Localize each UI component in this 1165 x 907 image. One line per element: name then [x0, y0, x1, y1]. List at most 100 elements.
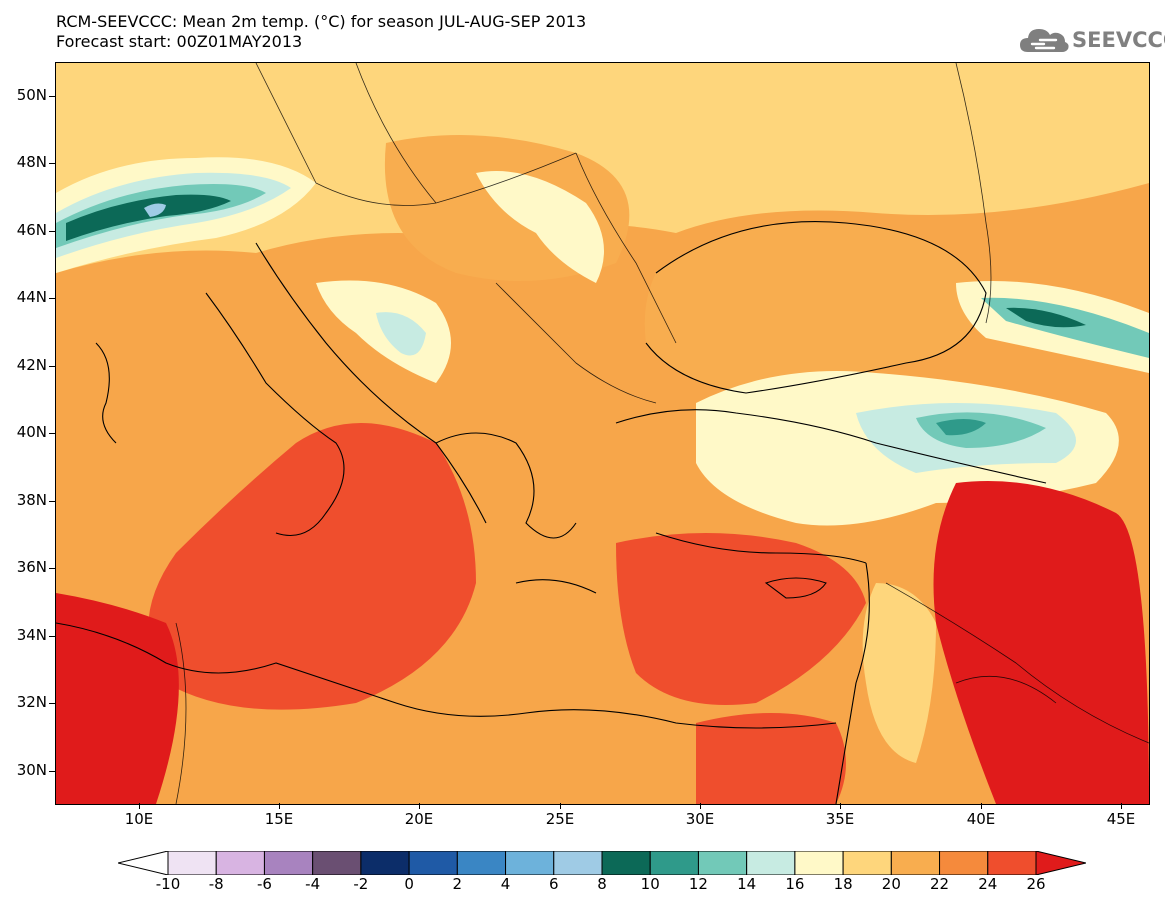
colorbar-tick-label: 26: [1026, 875, 1046, 893]
colorbar-tick-label: -2: [353, 875, 369, 893]
lat-label-36n: 36N: [16, 558, 47, 576]
lat-label-34n: 34N: [16, 626, 47, 644]
levant-zone: [862, 583, 936, 763]
colorbar-swatch: [649, 851, 699, 875]
lon-label-25e: 25E: [545, 810, 575, 828]
logo-text: SEEVCCC: [1072, 28, 1165, 52]
egypt-warm: [696, 713, 846, 804]
cloud-icon: [1020, 29, 1069, 52]
lon-label-30e: 30E: [685, 810, 715, 828]
balkan-cool-core: [376, 312, 426, 356]
colorbar-swatch: [939, 851, 989, 875]
colorbar-tick-label: 18: [833, 875, 853, 893]
lon-label-15e: 15E: [264, 810, 294, 828]
colorbar-swatch: [167, 851, 217, 875]
caucasus-core: [1006, 307, 1086, 328]
lat-label-46n: 46N: [16, 221, 47, 239]
colorbar-swatch: [697, 851, 748, 875]
central-med-warm: [148, 423, 476, 710]
colorbar-tick-label: 24: [978, 875, 998, 893]
lat-label-40n: 40N: [16, 423, 47, 441]
lat-label-44n: 44N: [16, 288, 47, 306]
colorbar: [118, 851, 1086, 875]
lon-label-20e: 20E: [404, 810, 434, 828]
colorbar-tick-label: -10: [155, 875, 181, 893]
lon-tick: [560, 803, 561, 809]
lon-tick: [981, 803, 982, 809]
lon-label-10e: 10E: [124, 810, 154, 828]
colorbar-swatch: [312, 851, 362, 875]
lat-tick: [49, 771, 55, 772]
colorbar-max-arrow: [1035, 851, 1086, 875]
lat-tick: [49, 433, 55, 434]
temperature-map: [55, 62, 1150, 805]
lat-tick: [49, 636, 55, 637]
lat-tick: [49, 163, 55, 164]
lat-label-48n: 48N: [16, 153, 47, 171]
lon-tick: [139, 803, 140, 809]
map-canvas: [56, 63, 1149, 804]
lat-tick: [49, 501, 55, 502]
colorbar-swatch: [794, 851, 844, 875]
map-title-block: RCM-SEEVCCC: Mean 2m temp. (°C) for seas…: [56, 12, 586, 52]
mesopotamia-hot: [933, 481, 1149, 804]
colorbar-tick-label: 12: [688, 875, 708, 893]
lon-tick: [279, 803, 280, 809]
colorbar-tick-label: 10: [640, 875, 660, 893]
map-title: RCM-SEEVCCC: Mean 2m temp. (°C) for seas…: [56, 12, 587, 31]
lat-tick: [49, 96, 55, 97]
lat-label-30n: 30N: [16, 761, 47, 779]
colorbar-tick-label: 0: [404, 875, 414, 893]
colorbar-swatch: [408, 851, 458, 875]
colorbar-tick-label: -4: [305, 875, 321, 893]
alps-core: [144, 203, 166, 217]
lon-tick: [1121, 803, 1122, 809]
lat-tick: [49, 298, 55, 299]
colorbar-min-arrow: [118, 851, 169, 875]
colorbar-swatch: [746, 851, 796, 875]
forecast-start: Forecast start: 00Z01MAY2013: [56, 32, 303, 51]
colorbar-tick-label: 20: [881, 875, 901, 893]
colorbar-swatch: [456, 851, 507, 875]
lat-label-50n: 50N: [16, 86, 47, 104]
north-africa-hot: [56, 593, 179, 804]
colorbar-swatch: [215, 851, 265, 875]
lat-label-42n: 42N: [16, 356, 47, 374]
colorbar-tick-label: -8: [208, 875, 224, 893]
carpathian-cool-zone: [476, 171, 604, 283]
lon-tick: [419, 803, 420, 809]
lon-tick: [840, 803, 841, 809]
lat-label-32n: 32N: [16, 693, 47, 711]
lat-label-38n: 38N: [16, 491, 47, 509]
lon-label-40e: 40E: [966, 810, 996, 828]
colorbar-tick-label: 22: [930, 875, 950, 893]
colorbar-swatch: [553, 851, 603, 875]
seevccc-logo: SEEVCCC: [1018, 22, 1165, 56]
anatolia-teal-core: [936, 419, 986, 436]
black-sea: [644, 221, 986, 393]
colorbar-tick-label: 2: [452, 875, 463, 893]
lon-tick: [700, 803, 701, 809]
colorbar-swatch: [360, 851, 410, 875]
colorbar-tick-label: 14: [737, 875, 757, 893]
colorbar-swatch: [601, 851, 651, 875]
borders: [175, 63, 1149, 804]
lon-label-45e: 45E: [1106, 810, 1136, 828]
lat-tick: [49, 231, 55, 232]
colorbar-swatch: [263, 851, 314, 875]
lat-tick: [49, 703, 55, 704]
colorbar-swatch: [890, 851, 941, 875]
alps-band-3: [66, 194, 231, 241]
colorbar-tick-label: 8: [597, 875, 607, 893]
colorbar-swatch: [505, 851, 555, 875]
colorbar-tick-label: 6: [548, 875, 559, 893]
lat-tick: [49, 568, 55, 569]
colorbar-tick-label: -6: [256, 875, 272, 893]
lon-label-35e: 35E: [825, 810, 855, 828]
colorbar-tick-label: 16: [785, 875, 805, 893]
colorbar-swatch: [842, 851, 892, 875]
coastlines: [56, 221, 1047, 804]
lat-tick: [49, 366, 55, 367]
east-med-warm: [616, 533, 866, 705]
colorbar-tick-label: 4: [500, 875, 511, 893]
